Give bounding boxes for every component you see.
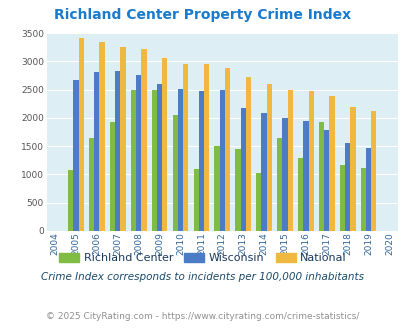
Bar xyxy=(360,168,365,231)
Bar xyxy=(224,68,230,231)
Bar xyxy=(261,113,266,231)
Bar xyxy=(350,107,355,231)
Text: © 2025 CityRating.com - https://www.cityrating.com/crime-statistics/: © 2025 CityRating.com - https://www.city… xyxy=(46,312,359,321)
Bar xyxy=(130,89,136,231)
Bar xyxy=(151,89,157,231)
Bar xyxy=(203,64,209,231)
Bar xyxy=(68,170,73,231)
Bar xyxy=(339,165,344,231)
Bar xyxy=(344,143,350,231)
Bar xyxy=(308,91,313,231)
Bar xyxy=(94,72,99,231)
Bar xyxy=(370,111,375,231)
Bar xyxy=(256,173,261,231)
Bar xyxy=(324,130,328,231)
Bar xyxy=(214,146,219,231)
Bar xyxy=(89,138,94,231)
Bar xyxy=(198,91,203,231)
Bar xyxy=(245,77,250,231)
Bar xyxy=(297,158,303,231)
Bar xyxy=(328,96,334,231)
Bar xyxy=(303,121,308,231)
Bar xyxy=(141,50,146,231)
Bar xyxy=(115,71,120,231)
Bar xyxy=(73,80,79,231)
Bar xyxy=(157,84,162,231)
Bar xyxy=(318,122,324,231)
Bar xyxy=(136,75,141,231)
Bar xyxy=(365,148,370,231)
Text: Richland Center Property Crime Index: Richland Center Property Crime Index xyxy=(54,8,351,22)
Bar xyxy=(110,122,115,231)
Bar xyxy=(183,64,188,231)
Bar xyxy=(99,42,104,231)
Legend: Richland Center, Wisconsin, National: Richland Center, Wisconsin, National xyxy=(55,248,350,267)
Bar xyxy=(79,38,83,231)
Bar xyxy=(282,118,287,231)
Bar xyxy=(193,169,198,231)
Bar xyxy=(277,138,282,231)
Bar xyxy=(235,149,240,231)
Bar xyxy=(240,108,245,231)
Bar xyxy=(177,89,183,231)
Bar xyxy=(120,47,125,231)
Bar xyxy=(287,89,292,231)
Bar xyxy=(172,115,177,231)
Bar xyxy=(266,84,271,231)
Text: Crime Index corresponds to incidents per 100,000 inhabitants: Crime Index corresponds to incidents per… xyxy=(41,272,364,282)
Bar xyxy=(162,58,167,231)
Bar xyxy=(219,90,224,231)
